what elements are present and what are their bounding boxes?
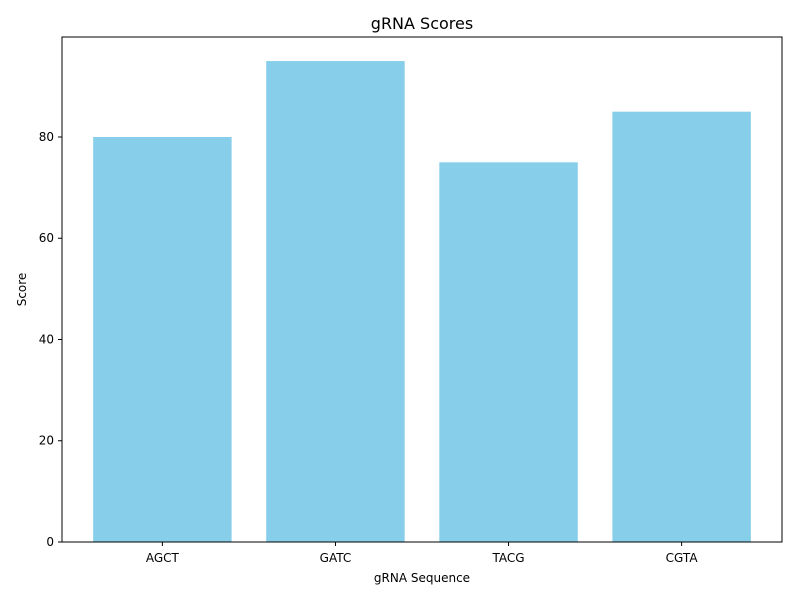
chart-title: gRNA Scores <box>371 14 473 33</box>
y-tick-label: 60 <box>39 231 54 245</box>
y-tick-label: 20 <box>39 434 54 448</box>
x-tick-label: AGCT <box>146 551 180 565</box>
y-tick-label: 40 <box>39 332 54 346</box>
bars-group <box>93 61 751 543</box>
bar-agct <box>93 136 232 542</box>
plot-frame <box>61 36 783 543</box>
x-tick-label: GATC <box>320 551 352 565</box>
x-axis-ticks: AGCT GATC TACG CGTA <box>146 542 698 565</box>
bar-cgta <box>612 111 751 542</box>
bar-tacg <box>439 162 578 542</box>
x-axis-label: gRNA Sequence <box>374 571 470 585</box>
y-axis-label: Score <box>15 273 29 307</box>
bar-gatc <box>266 61 405 543</box>
y-axis-ticks: 0 20 40 60 80 <box>39 130 62 549</box>
y-tick-label: 0 <box>46 535 54 549</box>
x-tick-label: CGTA <box>666 551 699 565</box>
x-tick-label: TACG <box>491 551 524 565</box>
y-tick-label: 80 <box>39 130 54 144</box>
